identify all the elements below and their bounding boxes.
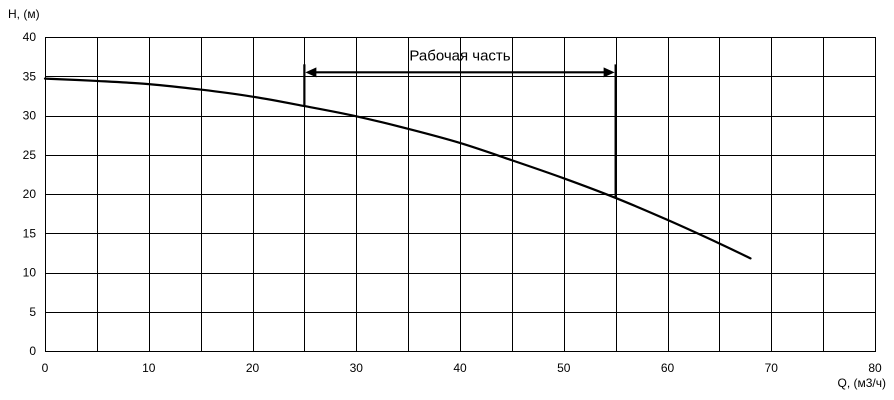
y-tick-label: 5 bbox=[29, 305, 36, 319]
y-tick-label: 0 bbox=[29, 344, 36, 358]
range-label: Рабочая часть bbox=[409, 47, 510, 64]
working-range-annotation: Рабочая часть bbox=[303, 47, 617, 198]
x-tick-label: 20 bbox=[246, 361, 260, 375]
y-tick-label: 40 bbox=[23, 30, 37, 44]
x-tick-label: 10 bbox=[142, 361, 156, 375]
y-tick-label: 35 bbox=[23, 69, 37, 83]
y-axis-title: H, (м) bbox=[8, 7, 40, 21]
y-tick-label: 15 bbox=[23, 226, 37, 240]
x-tick-label: 70 bbox=[765, 361, 779, 375]
pump-curve-line bbox=[43, 77, 752, 260]
range-arrowhead-left bbox=[305, 67, 317, 78]
x-tick-label: 40 bbox=[453, 361, 467, 375]
x-tick-label: 60 bbox=[661, 361, 675, 375]
x-tick-label: 30 bbox=[350, 361, 364, 375]
tick-labels: 0 10 20 30 40 50 60 70 80 0 5 10 15 20 25 30 35 40 bbox=[23, 30, 882, 375]
plot-frame bbox=[45, 37, 876, 352]
y-tick-label: 25 bbox=[23, 148, 37, 162]
y-tick-label: 30 bbox=[23, 109, 37, 123]
x-tick-label: 0 bbox=[42, 361, 49, 375]
x-axis-title: Q, (м3/ч) bbox=[837, 376, 886, 390]
range-arrowhead-right bbox=[603, 67, 615, 78]
x-tick-label: 50 bbox=[557, 361, 571, 375]
x-tick-label: 80 bbox=[868, 361, 882, 375]
grid bbox=[45, 37, 876, 352]
y-tick-label: 10 bbox=[23, 266, 37, 280]
series-layer bbox=[43, 77, 752, 260]
y-tick-label: 20 bbox=[23, 187, 37, 201]
